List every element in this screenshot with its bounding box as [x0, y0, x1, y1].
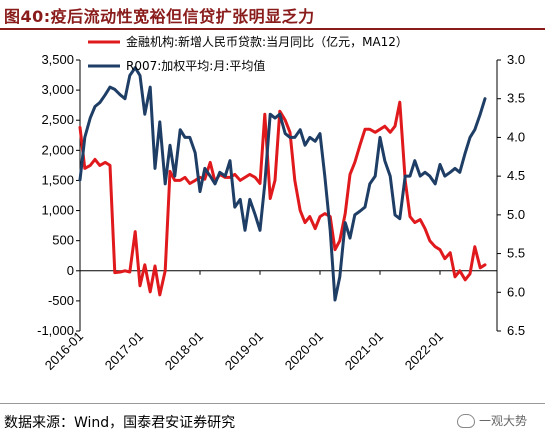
source-divider — [0, 403, 545, 404]
watermark-logo-icon — [456, 413, 475, 428]
title-divider — [0, 28, 545, 30]
y-left-tick-label: 0 — [67, 263, 74, 278]
chart-title: 图40:疫后流动性宽裕但信贷扩张明显乏力 — [4, 7, 315, 26]
y-left-tick-label: 1,500 — [41, 172, 74, 187]
y-left-tick-label: 1,000 — [41, 203, 74, 218]
y-left-tick-label: 500 — [52, 233, 74, 248]
axes: 3,500 3,000 2,500 2,000 1,500 1,000 500 0 -500 -1… — [37, 52, 525, 373]
x-tick-label: 2020-01 — [282, 329, 326, 373]
x-tick-label: 2022-01 — [402, 329, 446, 373]
y-right-tick-label: 5.0 — [507, 207, 525, 222]
loan-growth-series-line — [78, 100, 487, 297]
y-left-tick-label: 3,500 — [41, 52, 74, 67]
watermark-text: 一观大势 — [478, 414, 527, 428]
r007-series-line — [78, 66, 487, 302]
y-left-tick-label: 2,500 — [41, 112, 74, 127]
source-note: 数据来源：Wind，国泰君安证券研究 — [4, 415, 236, 431]
legend: 金融机构:新增人民币贷款:当月同比（亿元，MA12） R007:加权平均:月:平均… — [88, 34, 408, 73]
y-right-tick-label: 4.5 — [507, 168, 525, 183]
legend-label-loan: 金融机构:新增人民币贷款:当月同比（亿元，MA12） — [126, 34, 408, 49]
y-right-tick-label: 5.5 — [507, 246, 525, 261]
y-right-tick-label: 6.0 — [507, 284, 525, 299]
y-left-tick-label: -500 — [48, 293, 74, 308]
y-left-tick-label: 3,000 — [41, 82, 74, 97]
x-tick-label: 2019-01 — [222, 329, 266, 373]
x-tick-label: 2018-01 — [162, 329, 206, 373]
x-tick-label: 2017-01 — [102, 329, 146, 373]
y-right-tick-label: 3.5 — [507, 91, 525, 106]
series-layer — [78, 66, 487, 302]
y-right-tick-label: 6.5 — [507, 323, 525, 338]
legend-label-r007: R007:加权平均:月:平均值 — [126, 58, 265, 73]
y-left-tick-label: 2,000 — [41, 142, 74, 157]
y-right-tick-label: 4.0 — [507, 129, 525, 144]
y-right-tick-label: 3.0 — [507, 52, 525, 67]
y-left-tick-label: -1,000 — [37, 323, 74, 338]
chart-area: 3,500 3,000 2,500 2,000 1,500 1,000 500 0 -500 -1… — [37, 34, 525, 373]
watermark: 一观大势 — [456, 412, 527, 429]
x-tick-label: 2021-01 — [342, 329, 386, 373]
